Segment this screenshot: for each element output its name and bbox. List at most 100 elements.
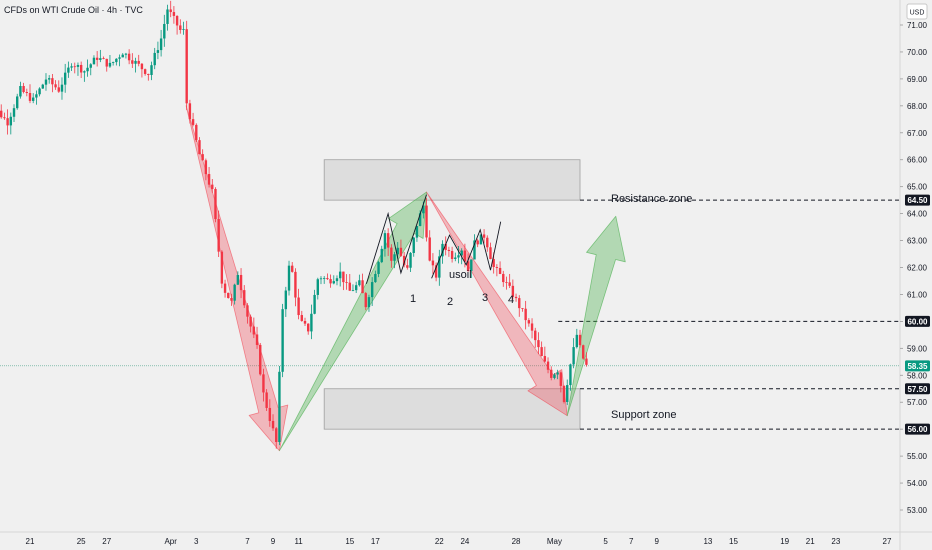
candle-body [287, 265, 291, 291]
wave-label-2: 2 [447, 296, 453, 308]
x-tick-label: 27 [102, 537, 111, 546]
candle-body [412, 237, 415, 253]
x-tick-label: 15 [729, 537, 738, 546]
candle-body [521, 308, 524, 309]
candle-body [364, 293, 367, 308]
level-price-tag[interactable] [905, 383, 930, 395]
x-tick-label: 9 [271, 537, 276, 546]
level-price-tag[interactable] [905, 194, 930, 206]
y-tick-label: 54.00 [907, 479, 928, 488]
candle-body [498, 267, 502, 274]
candle-body [89, 64, 92, 68]
candle-body [281, 309, 284, 372]
candle-body [297, 297, 300, 316]
candle-body [179, 25, 182, 30]
candle-body [377, 262, 380, 274]
currency-button[interactable]: USD [906, 3, 928, 20]
candle-body [553, 374, 556, 378]
x-tick-label: 25 [77, 537, 86, 546]
candle-body [239, 274, 243, 291]
x-tick-label: 13 [703, 537, 712, 546]
plot-area[interactable] [0, 0, 900, 532]
support-zone[interactable] [323, 388, 581, 430]
levels-layer [558, 199, 900, 430]
candle-body [220, 251, 224, 284]
candle-body [418, 213, 422, 227]
candle-body [271, 420, 275, 429]
candle-body [431, 260, 435, 266]
candle-body [473, 240, 476, 260]
price-axis[interactable] [900, 0, 932, 550]
candle-body [255, 334, 259, 345]
y-tick-label: 61.00 [907, 290, 928, 299]
candle-body [166, 9, 169, 24]
time-axis[interactable] [0, 532, 900, 550]
x-tick-label: 24 [460, 537, 469, 546]
candle-body [19, 86, 22, 97]
resistance-zone-label: Resistance zone [611, 193, 692, 205]
candle-body [236, 274, 240, 285]
candle-body [70, 66, 73, 68]
candle-body [434, 265, 438, 278]
wave-line-2[interactable] [431, 221, 502, 279]
x-tick-label: 5 [603, 537, 608, 546]
candle-body [191, 119, 195, 125]
candle-body [172, 12, 176, 16]
candle-body [108, 62, 112, 67]
candle-body [335, 278, 339, 282]
candle-body [121, 54, 124, 58]
candle-body [35, 94, 38, 98]
candle-body [9, 116, 13, 126]
x-tick-label: 3 [194, 537, 199, 546]
candle-body [556, 372, 559, 375]
x-tick-label: 9 [655, 537, 660, 546]
candle-body [54, 84, 57, 88]
candle-body [252, 326, 256, 335]
candle-body [438, 256, 441, 278]
currency-button-label[interactable]: USD [910, 10, 925, 17]
x-tick-label: 28 [512, 537, 521, 546]
candle-body [390, 247, 393, 261]
currency-button-bg[interactable] [906, 3, 928, 20]
y-tick-label: 59.00 [907, 344, 928, 353]
candle-body [60, 84, 64, 92]
candle-body [428, 237, 431, 261]
x-tick-label: 21 [806, 537, 815, 546]
candle-body [118, 57, 121, 59]
candle-body [182, 29, 185, 30]
candle-body [358, 280, 361, 286]
current-price-tag[interactable] [905, 360, 930, 372]
y-tick-label: 55.00 [907, 452, 928, 461]
candle-body [351, 290, 355, 291]
level-price-tag[interactable] [905, 423, 930, 435]
x-tick-label: 21 [26, 537, 35, 546]
candle-body [338, 271, 342, 279]
candle-body [492, 259, 495, 268]
candle-body [83, 71, 86, 73]
zones-layer [323, 159, 581, 430]
candle-body [489, 247, 492, 260]
candle-body [195, 124, 198, 141]
candle-body [12, 108, 16, 117]
resistance-zone[interactable] [323, 159, 581, 201]
candle-body [92, 57, 96, 65]
candle-body [63, 72, 67, 85]
usoil-annotation: usoil [449, 269, 472, 281]
candle-body [28, 92, 32, 101]
wave-line-1[interactable] [365, 194, 427, 284]
candle-body [415, 226, 419, 238]
price-tag-label: 58.35 [907, 362, 928, 371]
up-arrow-2[interactable] [566, 215, 626, 417]
candle-body [425, 205, 428, 238]
y-tick-label: 63.00 [907, 237, 928, 246]
x-tick-label: 22 [435, 537, 444, 546]
candle-body [198, 140, 201, 155]
candle-body [383, 233, 387, 249]
candle-body [294, 271, 297, 298]
candle-body [316, 279, 319, 295]
level-price-tag[interactable] [905, 315, 930, 327]
candle-body [73, 66, 76, 68]
x-tick-label: 7 [245, 537, 250, 546]
candle-body [44, 79, 48, 85]
